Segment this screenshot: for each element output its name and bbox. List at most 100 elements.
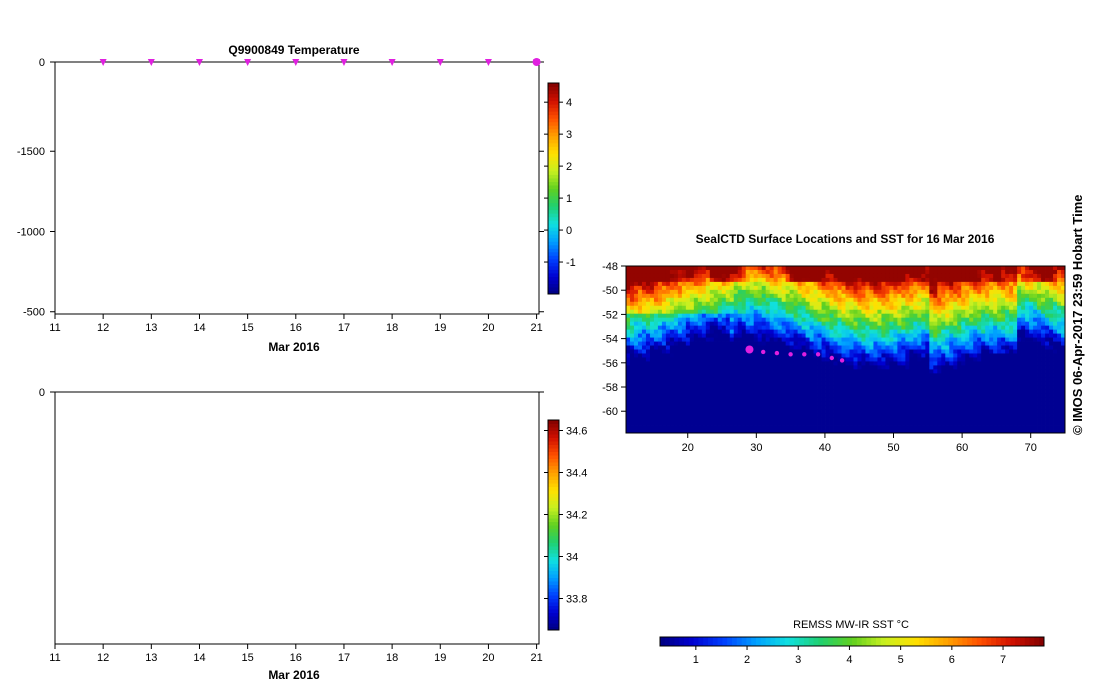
sst-map-cell (925, 325, 930, 331)
sst-map-cell (689, 277, 695, 283)
sst-map-cell (777, 357, 783, 362)
sst-map-cell (1005, 317, 1010, 323)
sst-map-cell (626, 281, 631, 287)
sst-map-cell (945, 281, 950, 287)
salinity-colorbar-tick-label: 34.6 (566, 426, 587, 438)
sst-map-cell (705, 333, 711, 338)
sst-map-cell (989, 297, 994, 303)
sst-map-cell (861, 325, 866, 331)
sst-map-cell (889, 345, 894, 350)
sst-map-cell (641, 341, 647, 346)
sst-map-cell (781, 273, 787, 279)
sst-map-cell (945, 333, 950, 338)
sst-map-cell (789, 285, 795, 291)
sst-map-cell (969, 321, 974, 327)
sst-map-cell (937, 273, 942, 279)
sst-map-cell (953, 333, 958, 338)
sst-map-cell (1021, 341, 1026, 346)
sst-map-cell (821, 353, 826, 358)
sst-map-cell (877, 321, 882, 327)
sst-map-cell (669, 333, 675, 338)
sst-map-cell (977, 349, 982, 354)
sst-map-cell (897, 281, 902, 287)
salinity-colorbar-segment (548, 479, 559, 484)
sst-map-cell (993, 297, 998, 303)
sst-map-cell (841, 333, 846, 338)
sst-map-cell (769, 281, 775, 287)
sst-map-cell (673, 305, 679, 311)
sst-map-cell (733, 317, 739, 323)
temperature-colorbar-segment (548, 181, 559, 186)
sst-map-cell (849, 285, 854, 291)
sst-map-cell (757, 305, 763, 311)
sst-map-cell (705, 293, 711, 299)
sst-map-cell (1005, 301, 1010, 307)
sst-map-cell (953, 309, 958, 315)
sst-map-cell (1049, 321, 1054, 327)
sst-map-cell (653, 345, 659, 350)
sst-map-cell (697, 317, 703, 323)
sst-map-cell (829, 337, 834, 342)
sst-map-cell (701, 321, 707, 327)
sst-map-cell (873, 281, 878, 287)
sst-map-cell (901, 321, 906, 327)
sst-map-cell (681, 317, 687, 323)
salinity-colorbar-segment (548, 493, 559, 498)
sst-map-cell (777, 285, 783, 291)
sst-map-cell (713, 317, 719, 323)
sst-map-cell (709, 281, 715, 287)
sst-map-cell (629, 317, 635, 323)
sst-map-cell (925, 317, 930, 323)
sst-map-cell (833, 341, 838, 346)
sst-map-cell (969, 266, 974, 271)
sst-map-cell (1001, 317, 1006, 323)
sst-map-cell (765, 321, 771, 327)
sst-map-cell (1041, 313, 1046, 319)
sst-map-cell (753, 285, 759, 291)
sst-map-cell (649, 269, 655, 275)
sst-map-cell (1021, 273, 1026, 279)
sst-map-cell (865, 309, 870, 315)
sst-map-cell (809, 353, 814, 358)
sst-map-cell (677, 333, 683, 338)
sst-map-cell (1033, 297, 1038, 303)
sst-map-cell (709, 313, 715, 319)
profile-marker (436, 59, 444, 66)
sst-map-cell (701, 266, 707, 271)
sst-map-cell (1021, 313, 1026, 319)
sst-map-cell (805, 285, 810, 291)
sst-map-cell (665, 329, 671, 334)
sst-map-cell (717, 325, 723, 331)
sst-map-cell (897, 353, 902, 358)
sst-map-cell (921, 277, 926, 283)
sst-map-cell (817, 329, 822, 334)
temperature-colorbar-segment (548, 100, 559, 105)
temperature-colorbar-segment (548, 146, 559, 151)
sst-map-cell (769, 293, 775, 299)
sst-map-cell (677, 281, 683, 287)
sst-map-cell (881, 341, 886, 346)
sst-map-cell (1037, 329, 1042, 334)
sst-map-cell (757, 273, 763, 279)
sst-map-cell (741, 297, 747, 303)
sst-map-cell (713, 309, 719, 315)
sst-map-cell (993, 329, 998, 334)
sst-map-cell (1041, 337, 1046, 342)
salinity-colorbar-tick-label: 33.8 (566, 594, 587, 606)
sst-map-cell (626, 309, 631, 315)
sst-map-cell (973, 293, 978, 299)
sst-map-cell (973, 349, 978, 354)
sst-map-cell (805, 269, 810, 275)
sst-map-cell (909, 349, 914, 354)
sst-map-cell (761, 289, 767, 295)
sst-map-cell (905, 266, 910, 271)
sst-map-cell (1013, 329, 1018, 334)
sst-map-cell (965, 273, 970, 279)
sst-map-cell (1021, 321, 1026, 327)
sst-map-cell (697, 337, 703, 342)
sst-map-cell (917, 337, 922, 342)
sst-map-cell (965, 285, 970, 291)
sst-map-cell (777, 317, 783, 323)
sst-map-cell (961, 357, 966, 362)
sst-map-cell (761, 325, 767, 331)
